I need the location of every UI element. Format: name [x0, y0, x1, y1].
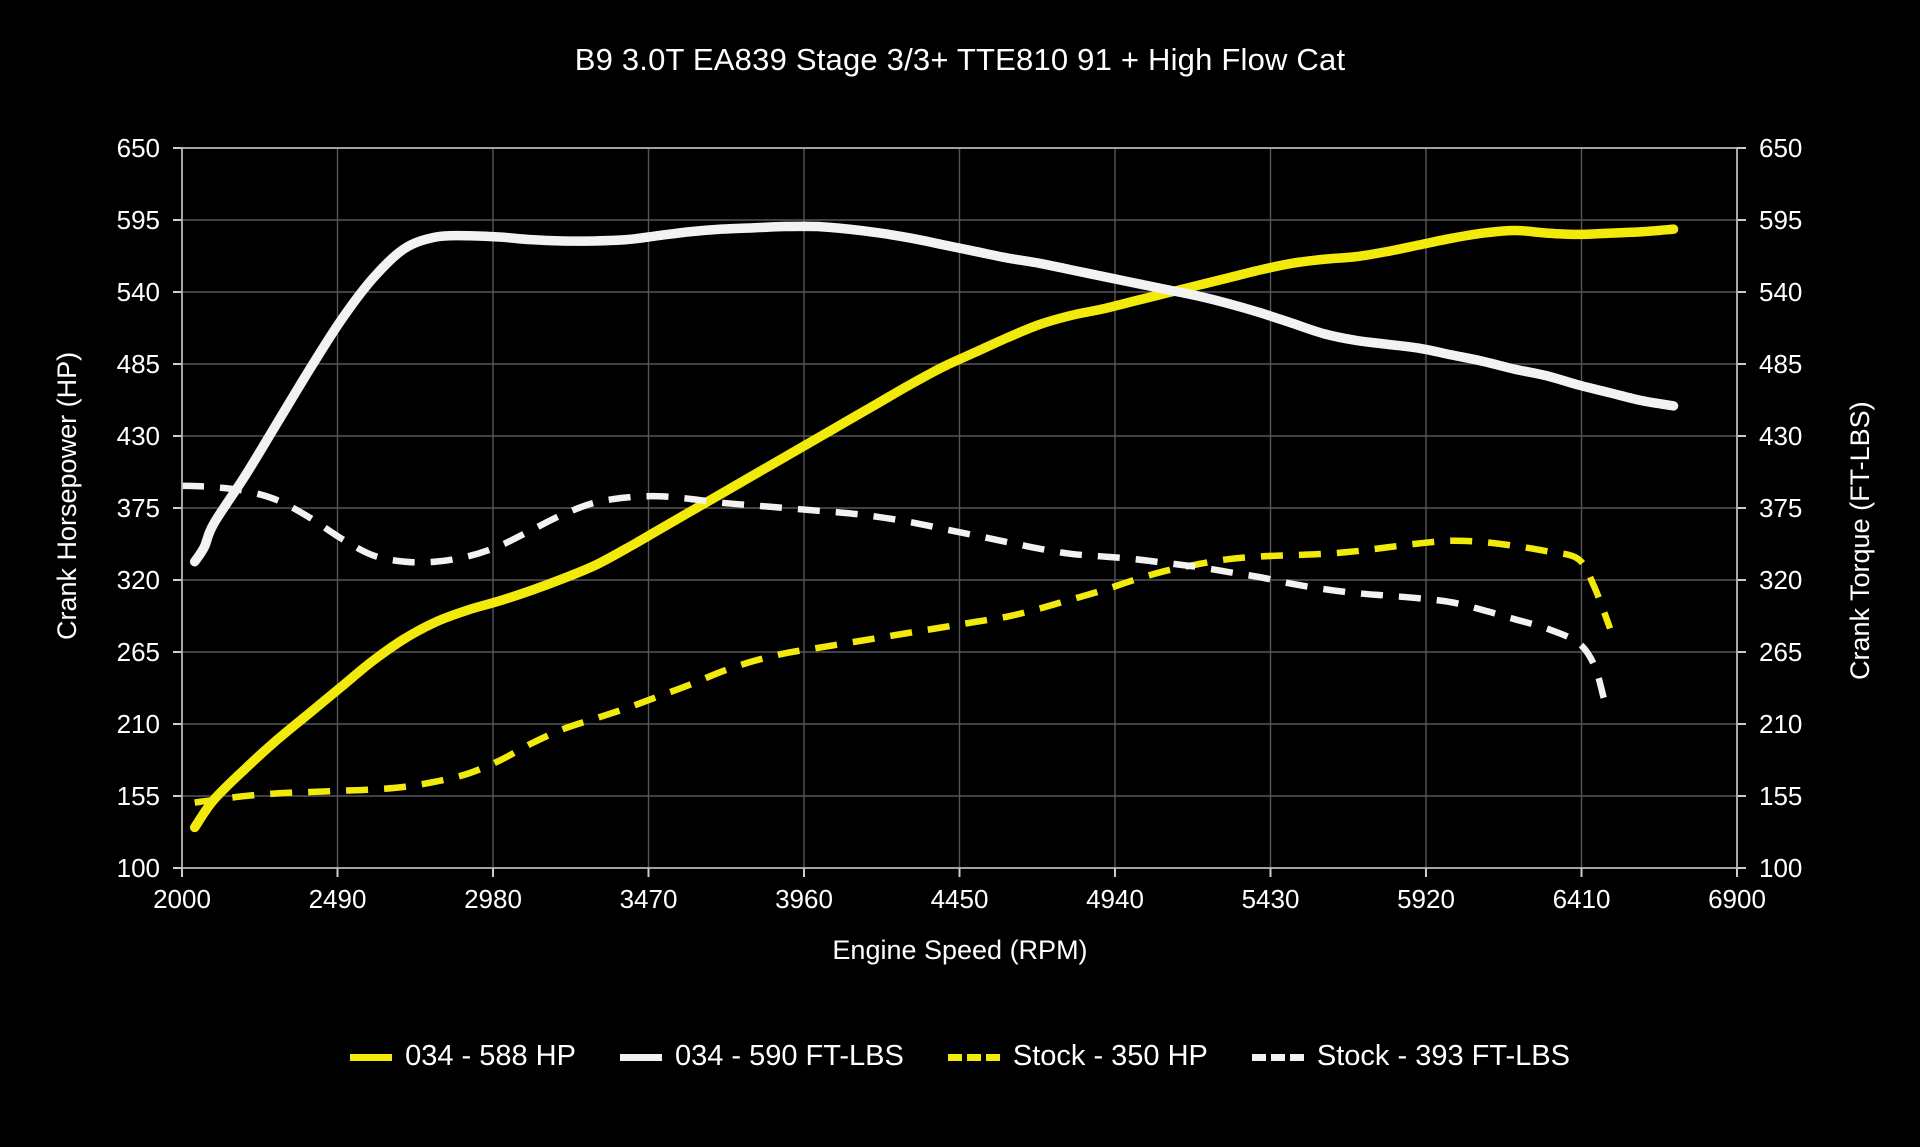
svg-text:3470: 3470 [620, 884, 678, 914]
svg-text:6900: 6900 [1708, 884, 1766, 914]
svg-text:595: 595 [117, 205, 160, 235]
series-line-2 [189, 221, 1679, 567]
data-series [181, 221, 1679, 833]
legend-item-2[interactable]: 034 - 590 FT-LBS [619, 1040, 904, 1073]
tick-labels: 100 100 155 155 210 210 265 265 320 320 375 375 430 4… [117, 133, 1803, 914]
chart-title: B9 3.0T EA839 Stage 3/3+ TTE810 91 + Hig… [574, 42, 1346, 77]
svg-text:155: 155 [117, 781, 160, 811]
svg-text:100: 100 [1759, 853, 1802, 883]
series-line-3 [194, 537, 1614, 806]
svg-text:210: 210 [1759, 709, 1802, 739]
legend-item-4[interactable]: Stock - 393 FT-LBS [1251, 1040, 1570, 1073]
legend-item-1[interactable]: 034 - 588 HP [350, 1040, 576, 1073]
svg-text:320: 320 [1759, 565, 1802, 595]
series-line-4 [181, 482, 1607, 699]
legend-item-label: Stock - 350 HP [1012, 1040, 1208, 1072]
svg-text:430: 430 [1759, 421, 1802, 451]
legend-swatch-icon [619, 1054, 662, 1061]
svg-text:375: 375 [117, 493, 160, 523]
legend-swatch-icon [350, 1054, 393, 1061]
y-axis-label-right: Crank Torque (FT-LBS) [1845, 401, 1875, 680]
svg-text:540: 540 [1759, 277, 1802, 307]
svg-text:375: 375 [1759, 493, 1802, 523]
legend-swatch-icon [1251, 1054, 1304, 1061]
chart-legend: 034 - 588 HP 034 - 590 FT-LBS Stock - 350 … [0, 1040, 1920, 1073]
legend-item-3[interactable]: Stock - 350 HP [947, 1040, 1208, 1073]
series-line-1 [189, 224, 1679, 833]
svg-text:430: 430 [117, 421, 160, 451]
svg-text:265: 265 [117, 637, 160, 667]
svg-text:5430: 5430 [1242, 884, 1300, 914]
svg-text:5920: 5920 [1397, 884, 1455, 914]
svg-text:485: 485 [1759, 349, 1802, 379]
svg-text:2000: 2000 [153, 884, 211, 914]
svg-text:4450: 4450 [931, 884, 989, 914]
svg-text:2980: 2980 [464, 884, 522, 914]
svg-text:595: 595 [1759, 205, 1802, 235]
legend-item-label: 034 - 590 FT-LBS [674, 1040, 904, 1072]
legend-item-label: 034 - 588 HP [405, 1040, 576, 1072]
legend-swatch-icon [947, 1054, 1000, 1061]
svg-text:3960: 3960 [775, 884, 833, 914]
x-axis-label: Engine Speed (RPM) [832, 935, 1088, 965]
svg-text:650: 650 [1759, 133, 1802, 163]
y-axis-label-left: Crank Horsepower (HP) [52, 351, 82, 640]
svg-text:485: 485 [117, 349, 160, 379]
svg-text:320: 320 [117, 565, 160, 595]
svg-text:4940: 4940 [1086, 884, 1144, 914]
axis-frame [181, 147, 1738, 869]
svg-text:210: 210 [117, 709, 160, 739]
svg-text:6410: 6410 [1553, 884, 1611, 914]
svg-text:650: 650 [117, 133, 160, 163]
svg-text:100: 100 [117, 853, 160, 883]
svg-text:540: 540 [117, 277, 160, 307]
svg-text:155: 155 [1759, 781, 1802, 811]
legend-item-label: Stock - 393 FT-LBS [1316, 1040, 1570, 1072]
svg-text:265: 265 [1759, 637, 1802, 667]
gridlines [173, 147, 1746, 877]
svg-text:2490: 2490 [309, 884, 367, 914]
